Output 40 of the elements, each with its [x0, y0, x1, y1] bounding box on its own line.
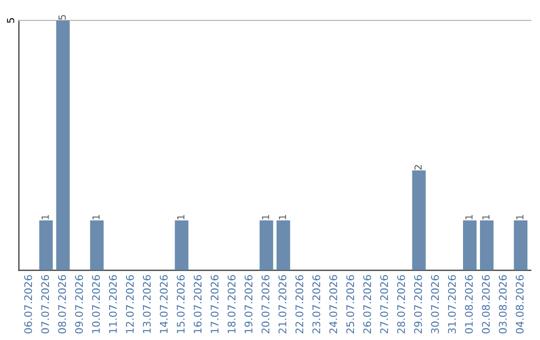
x-tick-label: 14.07.2026 — [160, 275, 168, 333]
data-label: 1 — [516, 215, 524, 220]
x-tick-label: 06.07.2026 — [24, 275, 32, 334]
x-tick-label: 24.07.2026 — [329, 275, 338, 334]
x-tick-label: 25.07.2026 — [346, 275, 354, 334]
data-label: 1 — [465, 215, 472, 220]
x-tick-label: 19.07.2026 — [244, 275, 252, 333]
data-label: 1 — [482, 215, 490, 220]
x-tick-label: 31.07.2026 — [448, 275, 456, 334]
x-tick-label: 10.07.2026 — [92, 275, 100, 333]
data-label: 1 — [42, 215, 49, 220]
x-tick-label: 11.07.2026 — [108, 275, 117, 333]
x-tick-label: 02.08.2026 — [482, 275, 490, 334]
x-tick-label: 01.08.2026 — [464, 275, 473, 334]
data-label: 5 — [58, 15, 66, 20]
data-label: 1 — [177, 215, 184, 220]
x-tick-label: 03.08.2026 — [498, 275, 507, 334]
data-label: 2 — [414, 165, 422, 170]
x-tick-label: 17.07.2026 — [210, 275, 219, 333]
x-tick-label: 30.07.2026 — [431, 275, 439, 334]
x-tick-label: 22.07.2026 — [295, 275, 304, 334]
x-tick-label: 08.07.2026 — [58, 275, 66, 334]
x-tick-label: 20.07.2026 — [262, 275, 270, 334]
x-tick-label: 16.07.2026 — [194, 275, 202, 333]
data-label: 1 — [262, 215, 270, 220]
x-tick-label: 21.07.2026 — [278, 275, 286, 334]
data-label: 1 — [92, 215, 100, 220]
x-tick-label: 13.07.2026 — [142, 275, 151, 333]
x-tick-label: 12.07.2026 — [126, 275, 134, 333]
x-tick-label: 26.07.2026 — [363, 275, 372, 334]
x-tick-label: 23.07.2026 — [312, 275, 320, 334]
data-label: 1 — [278, 215, 286, 220]
x-tick-label: 18.07.2026 — [228, 275, 236, 333]
x-tick-label: 07.07.2026 — [41, 275, 50, 334]
x-tick-label: 27.07.2026 — [380, 275, 388, 334]
x-tick-label: 15.07.2026 — [176, 275, 185, 333]
x-tick-label: 29.07.2026 — [414, 275, 422, 334]
x-tick-label: 28.07.2026 — [397, 275, 406, 334]
x-tick-label: 04.08.2026 — [516, 275, 524, 334]
x-tick-label: 09.07.2026 — [75, 275, 83, 334]
